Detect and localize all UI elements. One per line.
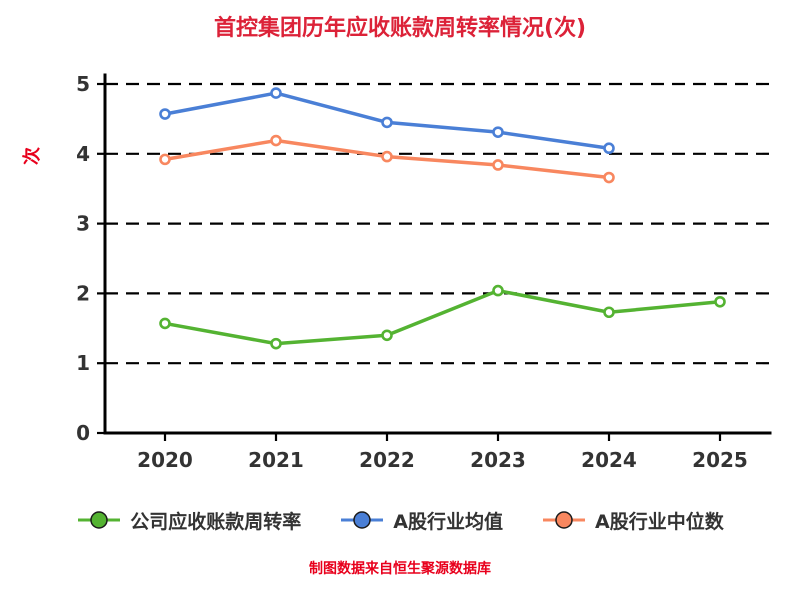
chart-legend: 公司应收账款周转率 A股行业均值 A股行业中位数 <box>76 500 724 540</box>
legend-label-company: 公司应收账款周转率 <box>130 510 302 533</box>
chart-title: 首控集团历年应收账款周转率情况(次) <box>213 16 587 41</box>
svg-text:1: 1 <box>76 351 90 375</box>
series-line-1 <box>159 87 615 155</box>
y-axis-label: 次 <box>21 147 43 165</box>
svg-text:2: 2 <box>76 281 90 305</box>
svg-text:2022: 2022 <box>359 448 415 472</box>
svg-text:3: 3 <box>76 212 90 236</box>
legend-marker-company-icon <box>78 511 121 529</box>
svg-text:2021: 2021 <box>248 448 304 472</box>
gridlines <box>105 82 770 365</box>
x-tick-labels: 2020 2021 2022 2023 2024 2025 <box>137 448 748 472</box>
svg-text:0: 0 <box>76 421 90 445</box>
legend-item-industry-mean: A股行业均值 <box>339 507 503 534</box>
series-line-2 <box>159 134 615 184</box>
line-chart-canvas: 0 1 2 3 4 5 2020 2021 2022 2023 2024 2025 次 <box>21 72 772 472</box>
axes <box>103 73 772 435</box>
svg-text:2025: 2025 <box>692 448 748 472</box>
series-line-0 <box>159 284 726 350</box>
legend-label-industry-mean: A股行业均值 <box>393 510 503 533</box>
svg-text:2024: 2024 <box>581 448 637 472</box>
legend-marker-industry-median-icon <box>543 511 585 529</box>
data-source-note: 制图数据来自恒生聚源数据库 <box>309 561 491 577</box>
svg-text:2023: 2023 <box>470 448 526 472</box>
tick-marks <box>97 82 722 441</box>
legend-marker-industry-mean-icon <box>341 511 384 529</box>
svg-text:4: 4 <box>76 142 90 166</box>
svg-text:2020: 2020 <box>137 448 193 472</box>
legend-label-industry-median: A股行业中位数 <box>595 510 724 533</box>
legend-item-industry-median: A股行业中位数 <box>541 507 724 534</box>
svg-text:5: 5 <box>76 72 90 96</box>
y-tick-labels: 0 1 2 3 4 5 <box>76 72 90 445</box>
legend-item-company: 公司应收账款周转率 <box>76 507 301 534</box>
